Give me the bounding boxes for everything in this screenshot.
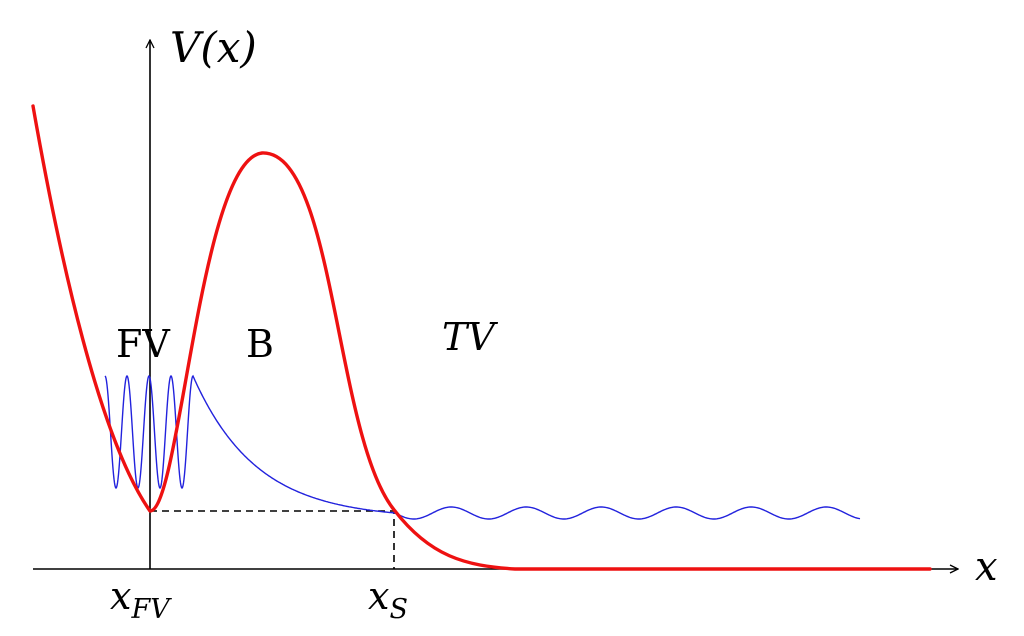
wavefunction-curve xyxy=(104,374,861,520)
region-label-barrier: B xyxy=(246,322,274,366)
tick-label-false-vacuum: xFV xyxy=(110,574,172,625)
y-axis-label: V(x) xyxy=(170,23,257,72)
tick-label-false-vacuum-main: x xyxy=(110,574,131,618)
region-label-false-vacuum: FV xyxy=(116,322,170,366)
region-label-true-vacuum: TV xyxy=(442,315,498,359)
potential-curve xyxy=(31,104,932,571)
tick-label-false-vacuum-sub: FV xyxy=(130,594,172,625)
tick-label-escape-point: xS xyxy=(368,574,408,625)
tick-label-escape-point-main: x xyxy=(368,574,389,618)
tick-label-escape-point-sub: S xyxy=(389,594,408,625)
energy-level-line xyxy=(150,510,395,569)
x-axis-label: x xyxy=(975,544,998,590)
